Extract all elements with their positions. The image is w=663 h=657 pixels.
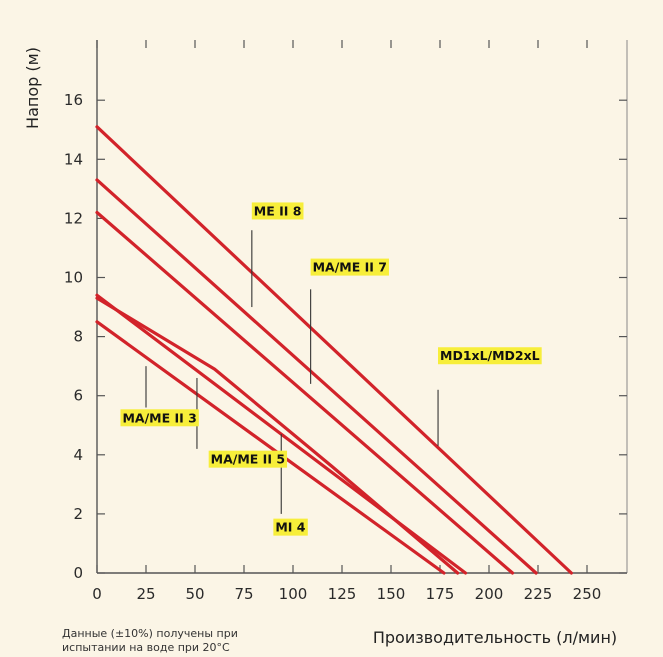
series-label-bg — [438, 347, 542, 365]
x-tick-label: 75 — [234, 585, 253, 603]
x-tick-label: 250 — [573, 585, 602, 603]
x-tick-label: 25 — [136, 585, 155, 603]
series-line-5 — [95, 296, 460, 575]
ticks: 0 25 50 75 100 125 150 175 200 225 250 0 2 4 6 8 10 12 14 1… — [64, 40, 627, 603]
series-label-bg — [208, 450, 288, 468]
series-label-1: MD1xL/MD2xL — [438, 347, 542, 365]
series-label-text: MA/ME II 7 — [313, 260, 387, 275]
x-tick-label: 150 — [377, 585, 406, 603]
series-label-2: MA/ME II 7 — [310, 258, 389, 276]
x-axis-title: Производительность (л/мин) — [373, 628, 617, 647]
series-label-bg — [251, 202, 304, 220]
note-line-2: испытании на воде при 20°С — [62, 641, 230, 654]
series-label-text: ME II 8 — [254, 203, 302, 218]
x-tick-label: 50 — [185, 585, 204, 603]
x-tick-label: 125 — [328, 585, 357, 603]
series-line-3 — [95, 210, 515, 575]
series-line-1 — [95, 125, 573, 575]
series-label-text: MI 4 — [275, 520, 305, 535]
y-tick-label: 12 — [64, 209, 83, 227]
series-label-bg — [273, 518, 308, 536]
series-label-bg — [310, 258, 389, 276]
series-label-text: MD1xL/MD2xL — [440, 348, 540, 363]
y-tick-label: 14 — [64, 150, 83, 168]
series-label-4: MA/ME II 5 — [208, 450, 288, 468]
series-label-3: ME II 8 — [251, 202, 304, 220]
y-tick-label: 6 — [73, 387, 83, 405]
series-label-bg — [120, 409, 199, 427]
series-label-text: MA/ME II 5 — [211, 452, 285, 467]
x-tick-label: 0 — [92, 585, 102, 603]
y-tick-label: 16 — [64, 91, 83, 109]
series-label-5: MI 4 — [273, 518, 308, 536]
series-labels: MD1xL/MD2xL MA/ME II 7 ME II 8 MA/ME II 5 MI… — [120, 202, 542, 536]
note-line-1: Данные (±10%) получены при — [62, 627, 238, 640]
y-tick-label: 0 — [73, 564, 83, 582]
y-tick-label: 2 — [73, 505, 83, 523]
x-tick-label: 200 — [475, 585, 504, 603]
x-tick-label: 100 — [279, 585, 308, 603]
series-label-text: MA/ME II 3 — [122, 410, 196, 425]
x-tick-label: 225 — [524, 585, 553, 603]
y-tick-label: 10 — [64, 269, 83, 287]
y-tick-label: 8 — [73, 328, 83, 346]
y-tick-label: 4 — [73, 446, 83, 464]
series-line-6 — [95, 320, 446, 575]
y-axis-title: Напор (м) — [23, 47, 42, 129]
x-tick-label: 175 — [426, 585, 455, 603]
series-line-2 — [95, 178, 538, 575]
series-label-6: MA/ME II 3 — [120, 409, 199, 427]
series-leaders — [145, 230, 439, 514]
